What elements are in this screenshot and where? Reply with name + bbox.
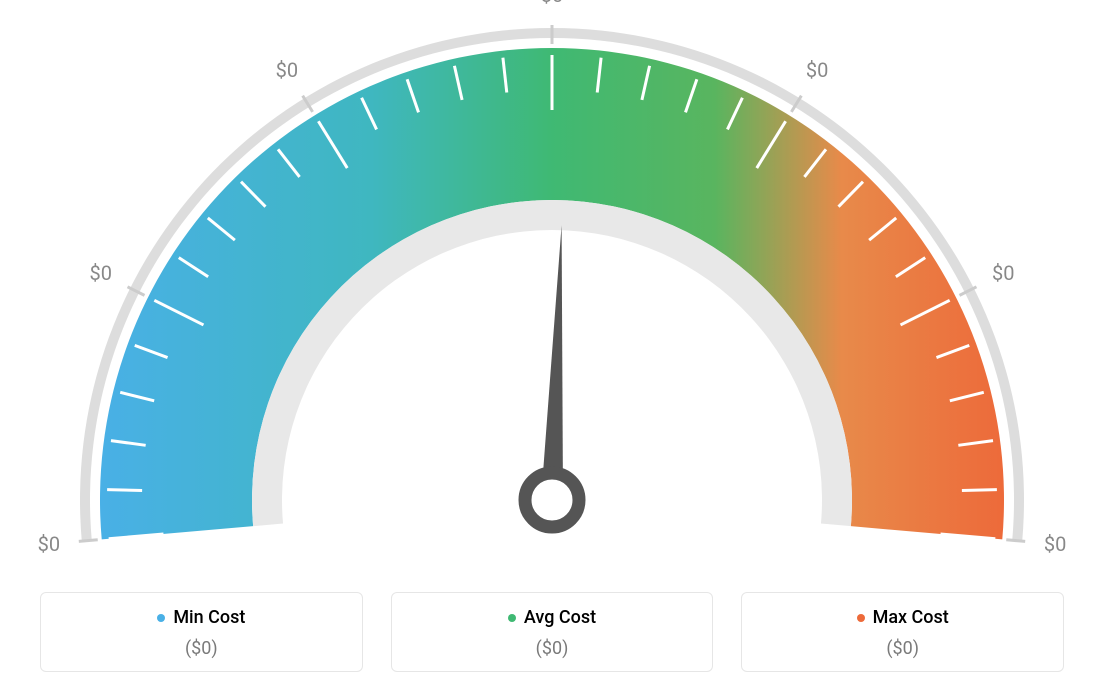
legend-card-min: Min Cost ($0) bbox=[40, 592, 363, 673]
legend-row: Min Cost ($0) Avg Cost ($0) Max Cost ($0… bbox=[40, 592, 1064, 673]
gauge-tick-label: $0 bbox=[89, 261, 111, 285]
legend-card-avg: Avg Cost ($0) bbox=[391, 592, 714, 673]
gauge-tick-label: $0 bbox=[276, 58, 298, 82]
gauge-area: $0 $0 $0 $0 $0 $0 $0 bbox=[0, 0, 1104, 560]
gauge-tick-label: $0 bbox=[1044, 532, 1066, 556]
legend-title-min: Min Cost bbox=[157, 607, 245, 628]
legend-label-avg: Avg Cost bbox=[524, 607, 596, 628]
legend-dot-avg bbox=[508, 614, 516, 622]
legend-card-max: Max Cost ($0) bbox=[741, 592, 1064, 673]
legend-dot-min bbox=[157, 614, 165, 622]
gauge-tick-label: $0 bbox=[541, 0, 563, 7]
legend-value-min: ($0) bbox=[51, 638, 352, 659]
legend-title-max: Max Cost bbox=[857, 607, 949, 628]
legend-value-avg: ($0) bbox=[402, 638, 703, 659]
legend-value-max: ($0) bbox=[752, 638, 1053, 659]
legend-label-min: Min Cost bbox=[173, 607, 245, 628]
gauge-svg bbox=[0, 0, 1104, 560]
legend-title-avg: Avg Cost bbox=[508, 607, 596, 628]
legend-label-max: Max Cost bbox=[873, 607, 949, 628]
gauge-tick-label: $0 bbox=[806, 58, 828, 82]
gauge-tick-label: $0 bbox=[38, 532, 60, 556]
cost-gauge-chart: $0 $0 $0 $0 $0 $0 $0 Min Cost ($0) Avg Cost ($… bbox=[0, 0, 1104, 690]
legend-dot-max bbox=[857, 614, 865, 622]
gauge-tick-label: $0 bbox=[992, 261, 1014, 285]
